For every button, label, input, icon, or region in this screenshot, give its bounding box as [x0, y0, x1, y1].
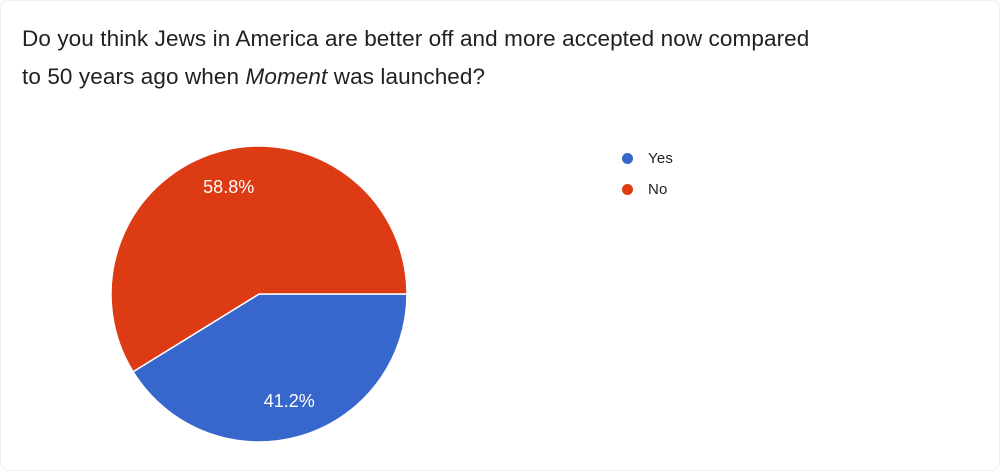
pie-slice-label-yes: 41.2% — [264, 391, 315, 411]
legend-item-yes: Yes — [622, 146, 673, 170]
question-title-line1: Do you think Jews in America are better … — [22, 20, 972, 58]
pie-slice-yes[interactable] — [132, 293, 408, 443]
pie-chart: 41.2% 58.8% — [110, 145, 408, 443]
question-title: Do you think Jews in America are better … — [22, 20, 972, 96]
legend-item-no: No — [622, 177, 673, 201]
question-title-line2: to 50 years ago when Moment was launched… — [22, 58, 972, 96]
question-title-italic-word: Moment — [245, 64, 328, 89]
pie-slice-label-no: 58.8% — [203, 177, 254, 197]
question-title-text-1: Do you think Jews in America are better … — [22, 26, 810, 51]
legend-label: No — [648, 180, 668, 198]
legend-label: Yes — [648, 149, 674, 167]
legend-color-dot-icon — [622, 152, 633, 164]
chart-legend: Yes No — [622, 146, 673, 208]
question-title-text-3: was launched? — [327, 64, 486, 89]
pie-slice-no[interactable] — [110, 145, 408, 373]
question-title-text-2: to 50 years ago when — [22, 64, 246, 89]
legend-color-dot-icon — [622, 183, 633, 195]
